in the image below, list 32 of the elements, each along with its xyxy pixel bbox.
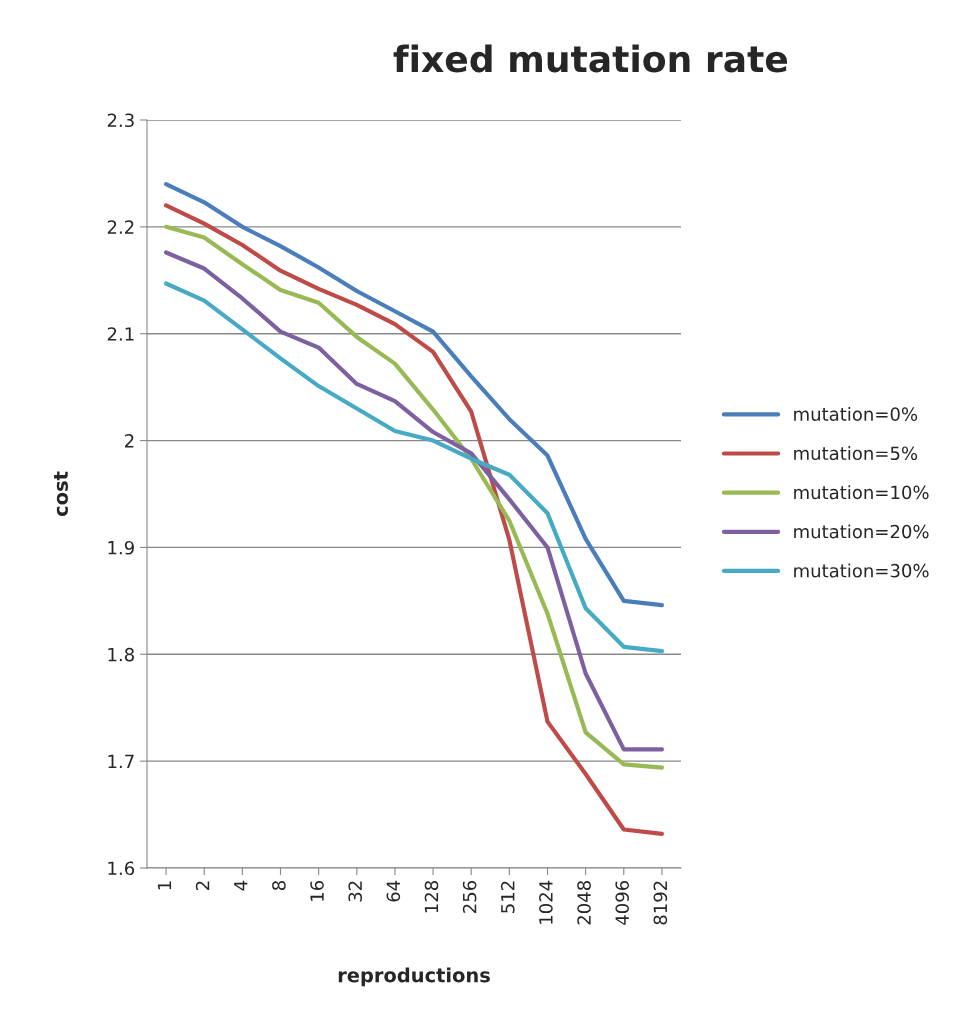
x-tick-label: 2048 (577, 881, 591, 925)
chart-title: fixed mutation rate (393, 44, 788, 73)
x-tick-label: 256 (462, 880, 477, 913)
y-tick-label: 1.7 (108, 754, 134, 768)
x-tick-label: 4 (234, 880, 248, 891)
legend-label: mutation=30% (794, 563, 929, 578)
x-tick-label: 4096 (615, 880, 630, 925)
x-tick-label: 32 (348, 881, 363, 902)
legend-label: mutation=10% (794, 485, 929, 500)
y-tick-label: 1.6 (108, 861, 135, 876)
x-axis-title: reproductions (338, 967, 490, 987)
y-tick-label: 1.9 (108, 540, 134, 555)
x-tick-label: 8192 (653, 881, 668, 925)
y-tick-label: 1.8 (108, 647, 134, 662)
line-series (163, 281, 665, 654)
y-tick-label: 2.2 (107, 220, 134, 234)
x-tick-label: 64 (386, 880, 401, 902)
x-tick-label: 8 (272, 881, 286, 891)
x-tick-label: 1 (157, 881, 172, 890)
y-tick-label: 2.1 (107, 327, 134, 341)
y-tick-label: 2 (125, 434, 134, 448)
x-tick-label: 16 (310, 880, 324, 901)
legend-label: mutation=20% (794, 524, 929, 539)
y-axis-title: cost (54, 471, 68, 517)
y-tick-label: 2.3 (107, 113, 134, 128)
x-tick-label: 128 (424, 881, 439, 913)
x-tick-label: 1024 (539, 880, 553, 924)
legend-label: mutation=0% (794, 406, 918, 421)
x-tick-label: 2 (195, 881, 210, 890)
legend-label: mutation=5% (794, 446, 918, 461)
line-series (163, 182, 665, 608)
x-tick-label: 512 (500, 881, 515, 913)
